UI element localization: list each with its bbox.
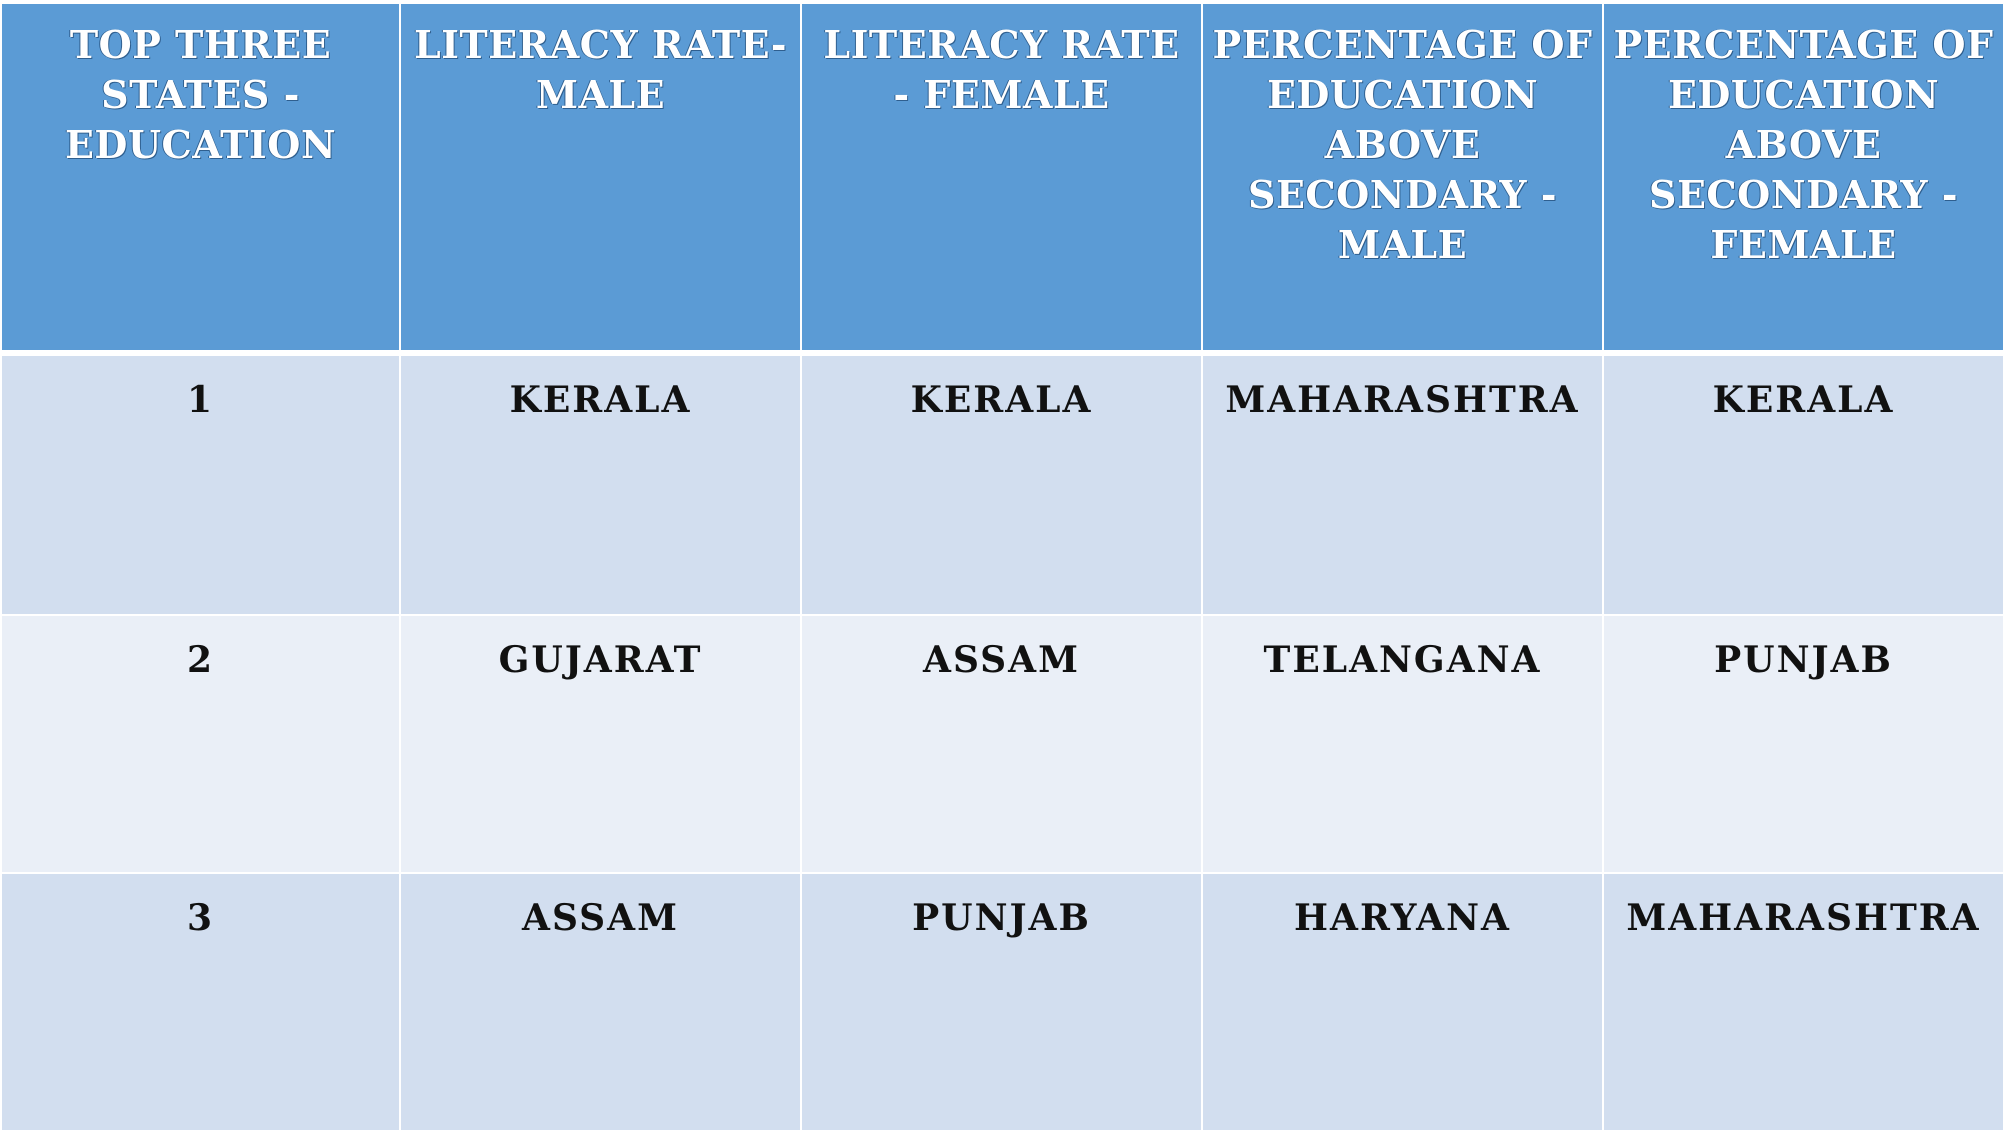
table-cell: PUNJAB [1604, 616, 2005, 874]
header-cell-literacy-female: LITERACY RATE - FEMALE [802, 4, 1203, 356]
table-cell: PUNJAB [802, 874, 1203, 1132]
header-cell-above-secondary-male: PERCENTAGE OF EDUCATION ABOVE SECONDARY … [1203, 4, 1604, 356]
table-cell: HARYANA [1203, 874, 1604, 1132]
table-cell-rank: 2 [0, 616, 401, 874]
table-cell-rank: 1 [0, 356, 401, 616]
table-cell: GUJARAT [401, 616, 802, 874]
header-cell-rank: TOP THREE STATES - EDUCATION [0, 4, 401, 356]
table-cell: KERALA [401, 356, 802, 616]
table-cell: TELANGANA [1203, 616, 1604, 874]
table-cell: KERALA [802, 356, 1203, 616]
table-cell: ASSAM [401, 874, 802, 1132]
table-cell: KERALA [1604, 356, 2005, 616]
education-states-table: TOP THREE STATES - EDUCATION LITERACY RA… [0, 4, 2005, 1132]
header-cell-literacy-male: LITERACY RATE- MALE [401, 4, 802, 356]
table-cell: ASSAM [802, 616, 1203, 874]
table-cell-rank: 3 [0, 874, 401, 1132]
table-cell: MAHARASHTRA [1203, 356, 1604, 616]
table-cell: MAHARASHTRA [1604, 874, 2005, 1132]
header-cell-above-secondary-female: PERCENTAGE OF EDUCATION ABOVE SECONDARY … [1604, 4, 2005, 356]
